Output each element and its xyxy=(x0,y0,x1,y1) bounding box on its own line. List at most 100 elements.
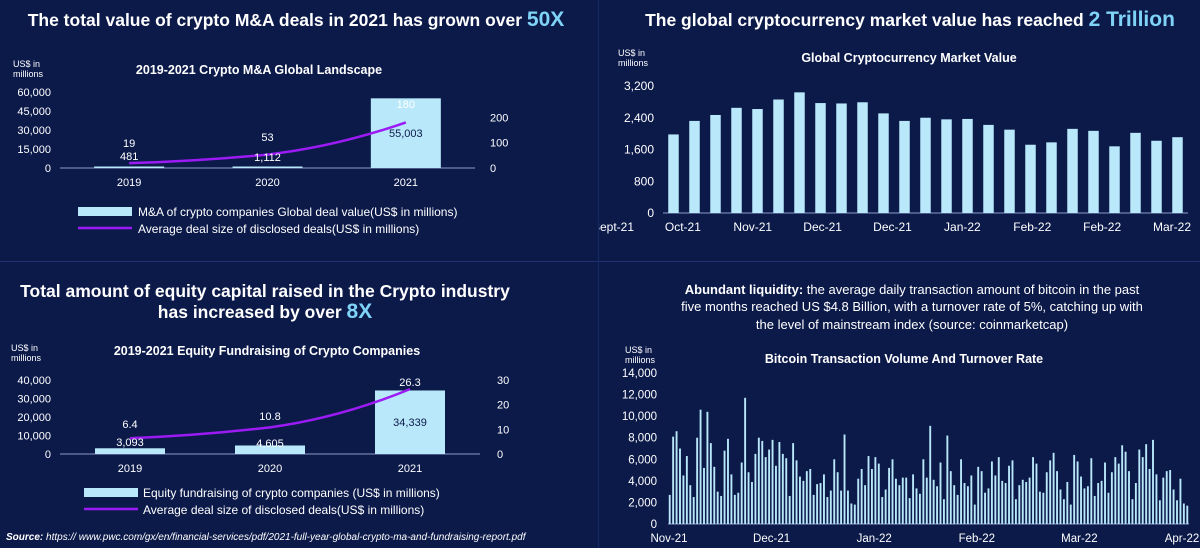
horizontal-divider xyxy=(0,261,1200,262)
bar xyxy=(956,494,959,524)
bar xyxy=(984,492,986,524)
bar xyxy=(1018,485,1021,524)
bar xyxy=(1117,463,1120,524)
bar xyxy=(716,491,719,524)
equity-legend: Equity fundraising of crypto companies (… xyxy=(84,486,440,517)
ma-y-unit-1: US$ in xyxy=(13,59,40,69)
bar xyxy=(920,117,931,213)
y2-tick-label: 0 xyxy=(497,449,503,461)
bar xyxy=(1042,492,1045,524)
bar-data-label: 55,003 xyxy=(389,128,423,140)
bar xyxy=(816,484,819,524)
y-tick-label: 3,200 xyxy=(624,79,654,93)
bar xyxy=(94,166,165,168)
source-label: Source: xyxy=(6,532,44,543)
bar xyxy=(1151,140,1162,213)
bar xyxy=(744,397,747,524)
bar xyxy=(235,445,305,454)
bar xyxy=(922,459,925,524)
bar xyxy=(864,485,867,524)
x-tick-label: Jan-22 xyxy=(857,533,892,545)
bar xyxy=(857,478,860,524)
bar xyxy=(815,103,826,213)
bar xyxy=(1046,142,1057,213)
bar xyxy=(1090,458,1093,524)
y-tick-label: 20,000 xyxy=(17,412,51,424)
bar xyxy=(997,457,1000,524)
source-note: Source: https:// www.pwc.com/gx/en/finan… xyxy=(6,532,526,543)
bar xyxy=(689,120,700,213)
line-data-label: 19 xyxy=(123,138,135,150)
line-data-label: 6.4 xyxy=(122,419,137,431)
y2-tick-label: 100 xyxy=(490,138,508,150)
x-tick-label: 2021 xyxy=(394,177,418,189)
x-tick-label: Apr-22 xyxy=(1165,533,1200,545)
bar xyxy=(785,458,788,524)
bar xyxy=(977,466,980,524)
bar xyxy=(894,478,897,524)
bar xyxy=(962,118,973,213)
x-tick-label: 2020 xyxy=(258,463,282,475)
equity-headline-highlight: 8X xyxy=(347,300,373,323)
x-tick-label: Nov-21 xyxy=(650,533,687,545)
x-tick-label: Mar-22 xyxy=(1061,533,1097,545)
ma-legend-bar-label: M&A of crypto companies Global deal valu… xyxy=(138,205,457,219)
x-tick-label: 2019 xyxy=(117,177,141,189)
bar xyxy=(370,98,441,168)
bar xyxy=(668,134,679,213)
bar xyxy=(775,465,777,524)
bar xyxy=(1158,500,1161,524)
bar xyxy=(689,485,692,524)
equity-y-unit-2: millions xyxy=(11,353,42,363)
equity-chart-title: 2019-2021 Equity Fundraising of Crypto C… xyxy=(114,344,420,358)
bar-data-label: 481 xyxy=(120,151,138,163)
bar xyxy=(754,453,757,524)
btc-chart-title: Bitcoin Transaction Volume And Turnover … xyxy=(765,352,1043,366)
bar xyxy=(994,475,997,524)
bar xyxy=(699,409,702,524)
ma-legend: M&A of crypto companies Global deal valu… xyxy=(78,205,457,236)
bar xyxy=(983,124,994,213)
market-headline: The global cryptocurrency market value h… xyxy=(645,8,1175,31)
ma-y-unit-2: millions xyxy=(13,69,44,79)
bar xyxy=(696,437,699,524)
x-tick-label: Sept-21 xyxy=(599,220,634,234)
bar xyxy=(771,439,774,524)
bar xyxy=(823,474,825,524)
market-y-unit-1: US$ in xyxy=(618,48,645,58)
bar xyxy=(1121,445,1124,524)
btc-headline-line2: five months reached US $4.8 Billion, wit… xyxy=(681,299,1143,314)
bar xyxy=(939,462,942,524)
bar xyxy=(867,456,870,524)
bar xyxy=(709,443,712,524)
bar xyxy=(970,475,973,524)
y-tick-label: 2,400 xyxy=(624,111,654,125)
bar xyxy=(1131,499,1134,524)
y2-tick-label: 20 xyxy=(497,400,509,412)
bar xyxy=(375,390,445,454)
bar xyxy=(232,166,303,168)
bar xyxy=(723,450,726,524)
equity-headline-line2: has increased by over 8X xyxy=(158,300,372,323)
equity-headline-line1: Total amount of equity capital raised in… xyxy=(20,281,510,301)
y-tick-label: 0 xyxy=(651,519,657,531)
x-tick-label: Feb-22 xyxy=(959,533,995,545)
ma-legend-bar-swatch xyxy=(78,207,132,216)
x-tick-label: Dec-21 xyxy=(753,533,790,545)
bar xyxy=(679,448,681,524)
bar xyxy=(878,113,889,213)
y-tick-label: 10,000 xyxy=(17,431,51,443)
market-headline-highlight: 2 Trillion xyxy=(1089,8,1175,31)
bar xyxy=(1097,483,1100,524)
bar xyxy=(1169,470,1172,524)
bar xyxy=(720,495,723,524)
bar xyxy=(1001,480,1004,524)
btc-panel: Abundant liquidity: the average daily tr… xyxy=(622,282,1200,545)
bar-data-label: 34,339 xyxy=(393,417,427,429)
bar xyxy=(768,449,771,524)
bar xyxy=(1086,486,1089,524)
bar xyxy=(1182,503,1185,524)
bar xyxy=(987,488,990,524)
bar xyxy=(781,453,784,524)
market-chart-title: Global Cryptocurrency Market Value xyxy=(801,51,1016,65)
